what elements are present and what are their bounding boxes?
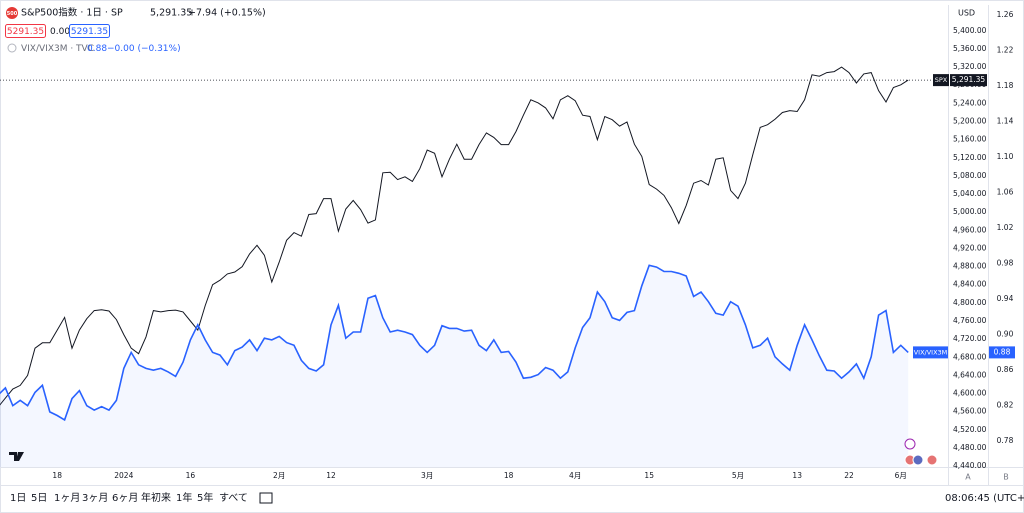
last-value-label: 0.88 (994, 347, 1011, 356)
x-tick-label: 15 (644, 471, 654, 480)
y2-tick-label: 0.94 (997, 294, 1014, 303)
ask-box[interactable] (69, 24, 110, 38)
x-tick-label: 16 (186, 471, 196, 480)
x-tick-label: 12 (326, 471, 336, 480)
range-button[interactable]: 1ヶ月 (54, 492, 80, 504)
x-tick-label: 22 (844, 471, 854, 480)
y2-tick-label: 1.02 (997, 223, 1014, 232)
compare-icon (7, 43, 17, 53)
range-button[interactable]: 1日 (10, 493, 26, 504)
flag-icon[interactable] (926, 454, 938, 466)
header-change: +7.94 (+0.15%) (188, 8, 266, 19)
event-icon[interactable] (904, 438, 916, 450)
last-value-tag (950, 74, 987, 87)
y2-tick-label: 1.26 (997, 10, 1014, 19)
x-tick-label: 4月 (569, 471, 581, 480)
y2-tick-label: 0.86 (997, 365, 1014, 374)
y2-tick-label: 0.82 (997, 401, 1014, 410)
range-button[interactable]: 5年 (197, 491, 213, 504)
series-tag (933, 74, 949, 87)
y-tick-label: 5,080.00 (953, 171, 987, 180)
y2-tick-label: 1.22 (997, 45, 1014, 54)
y-tick-label: 5,200.00 (953, 117, 987, 126)
y-tick-label: 4,720.00 (953, 334, 987, 343)
symbol-title[interactable]: S&P500指数 · 1日 · SP (21, 7, 123, 19)
y-tick-label: 5,400.00 (953, 26, 987, 35)
ask-price[interactable]: 5291.35 (71, 27, 108, 37)
range-button[interactable]: 3ヶ月 (82, 492, 108, 504)
date-range-icon[interactable] (259, 492, 273, 504)
y-tick-label: 5,000.00 (953, 207, 987, 216)
y-tick-label: 5,240.00 (953, 98, 987, 107)
series-tag (913, 346, 948, 359)
flag-icon[interactable] (912, 454, 924, 466)
y-tick-label: 4,920.00 (953, 243, 987, 252)
y-tick-label: 5,160.00 (953, 135, 987, 144)
badge-text: 500 (7, 11, 18, 17)
y2-tick-label: 0.90 (997, 330, 1014, 339)
last-value-label: 5,291.35 (952, 75, 986, 84)
compare-symbol[interactable]: VIX/VIX3M · TVC (21, 44, 94, 54)
y2-tick-label: 1.18 (997, 81, 1014, 90)
range-button[interactable]: すべて (219, 492, 248, 504)
y-tick-label: 4,560.00 (953, 407, 987, 416)
y-tick-label: 4,840.00 (953, 280, 987, 289)
compare-change: −0.00 (−0.31%) (107, 44, 181, 54)
spread: 0.00 (50, 27, 70, 37)
range-button[interactable]: 5日 (31, 493, 47, 504)
currency[interactable]: USD (958, 9, 975, 18)
series-tag-label: SPX (935, 76, 948, 84)
bid-box[interactable] (5, 24, 46, 38)
range-button[interactable]: 年初来 (141, 491, 171, 504)
header-price: 5,291.35 (150, 8, 192, 19)
x-tick-label: 2024 (114, 471, 133, 480)
y-tick-label: 4,680.00 (953, 352, 987, 361)
y2-tick-label: 0.78 (997, 436, 1014, 445)
x-tick-label: 18 (504, 471, 514, 480)
y-tick-label: 4,520.00 (953, 425, 987, 434)
x-tick-label: 6月 (895, 471, 907, 480)
y-tick-label: 4,960.00 (953, 225, 987, 234)
range-button[interactable]: 6ヶ月 (112, 492, 138, 504)
clock: 08:06:45 (UTC+9) (945, 493, 1024, 504)
y-tick-label: 4,760.00 (953, 316, 987, 325)
last-value-tag (989, 346, 1015, 359)
x-tick-label: 3月 (421, 471, 433, 480)
symbol-badge (6, 7, 18, 19)
compare-value: 0.88 (87, 44, 107, 54)
y2-tick-label: 1.10 (997, 152, 1014, 161)
series-area (0, 265, 909, 467)
series-line (0, 66, 909, 406)
y-tick-label: 4,480.00 (953, 443, 987, 452)
y-tick-label: 4,440.00 (953, 461, 987, 470)
plot-layer (0, 66, 948, 467)
y2-tick-label: 1.14 (997, 116, 1014, 125)
y-tick-label: 4,600.00 (953, 389, 987, 398)
y-tick-label: 5,040.00 (953, 189, 987, 198)
x-tick-label: 2月 (273, 471, 285, 480)
y-tick-label: 5,120.00 (953, 153, 987, 162)
y2-tick-label: 1.06 (997, 187, 1014, 196)
scale-toggle[interactable]: B (1003, 473, 1009, 482)
y2-tick-label: 0.98 (997, 259, 1014, 268)
tv-logo[interactable] (9, 452, 24, 461)
y-tick-label: 4,880.00 (953, 262, 987, 271)
y-tick-label: 4,640.00 (953, 370, 987, 379)
overlay-layer: 4,440.00 4,480.00 4,520.00 4,560.00 4,600.00… (52, 10, 1015, 480)
series-tag-label: VIX/VIX3M (914, 348, 948, 356)
y-tick-label: 4,800.00 (953, 298, 987, 307)
y-tick-label: 5,360.00 (953, 44, 987, 53)
series-line (0, 264, 909, 422)
range-button[interactable]: 1年 (176, 491, 192, 504)
x-tick-label: 5月 (732, 471, 744, 480)
x-tick-label: 18 (52, 471, 62, 480)
y-tick-label: 5,320.00 (953, 62, 987, 71)
x-tick-label: 13 (792, 471, 802, 480)
auto-scale[interactable]: A (965, 473, 971, 482)
bid-price[interactable]: 5291.35 (7, 27, 44, 37)
